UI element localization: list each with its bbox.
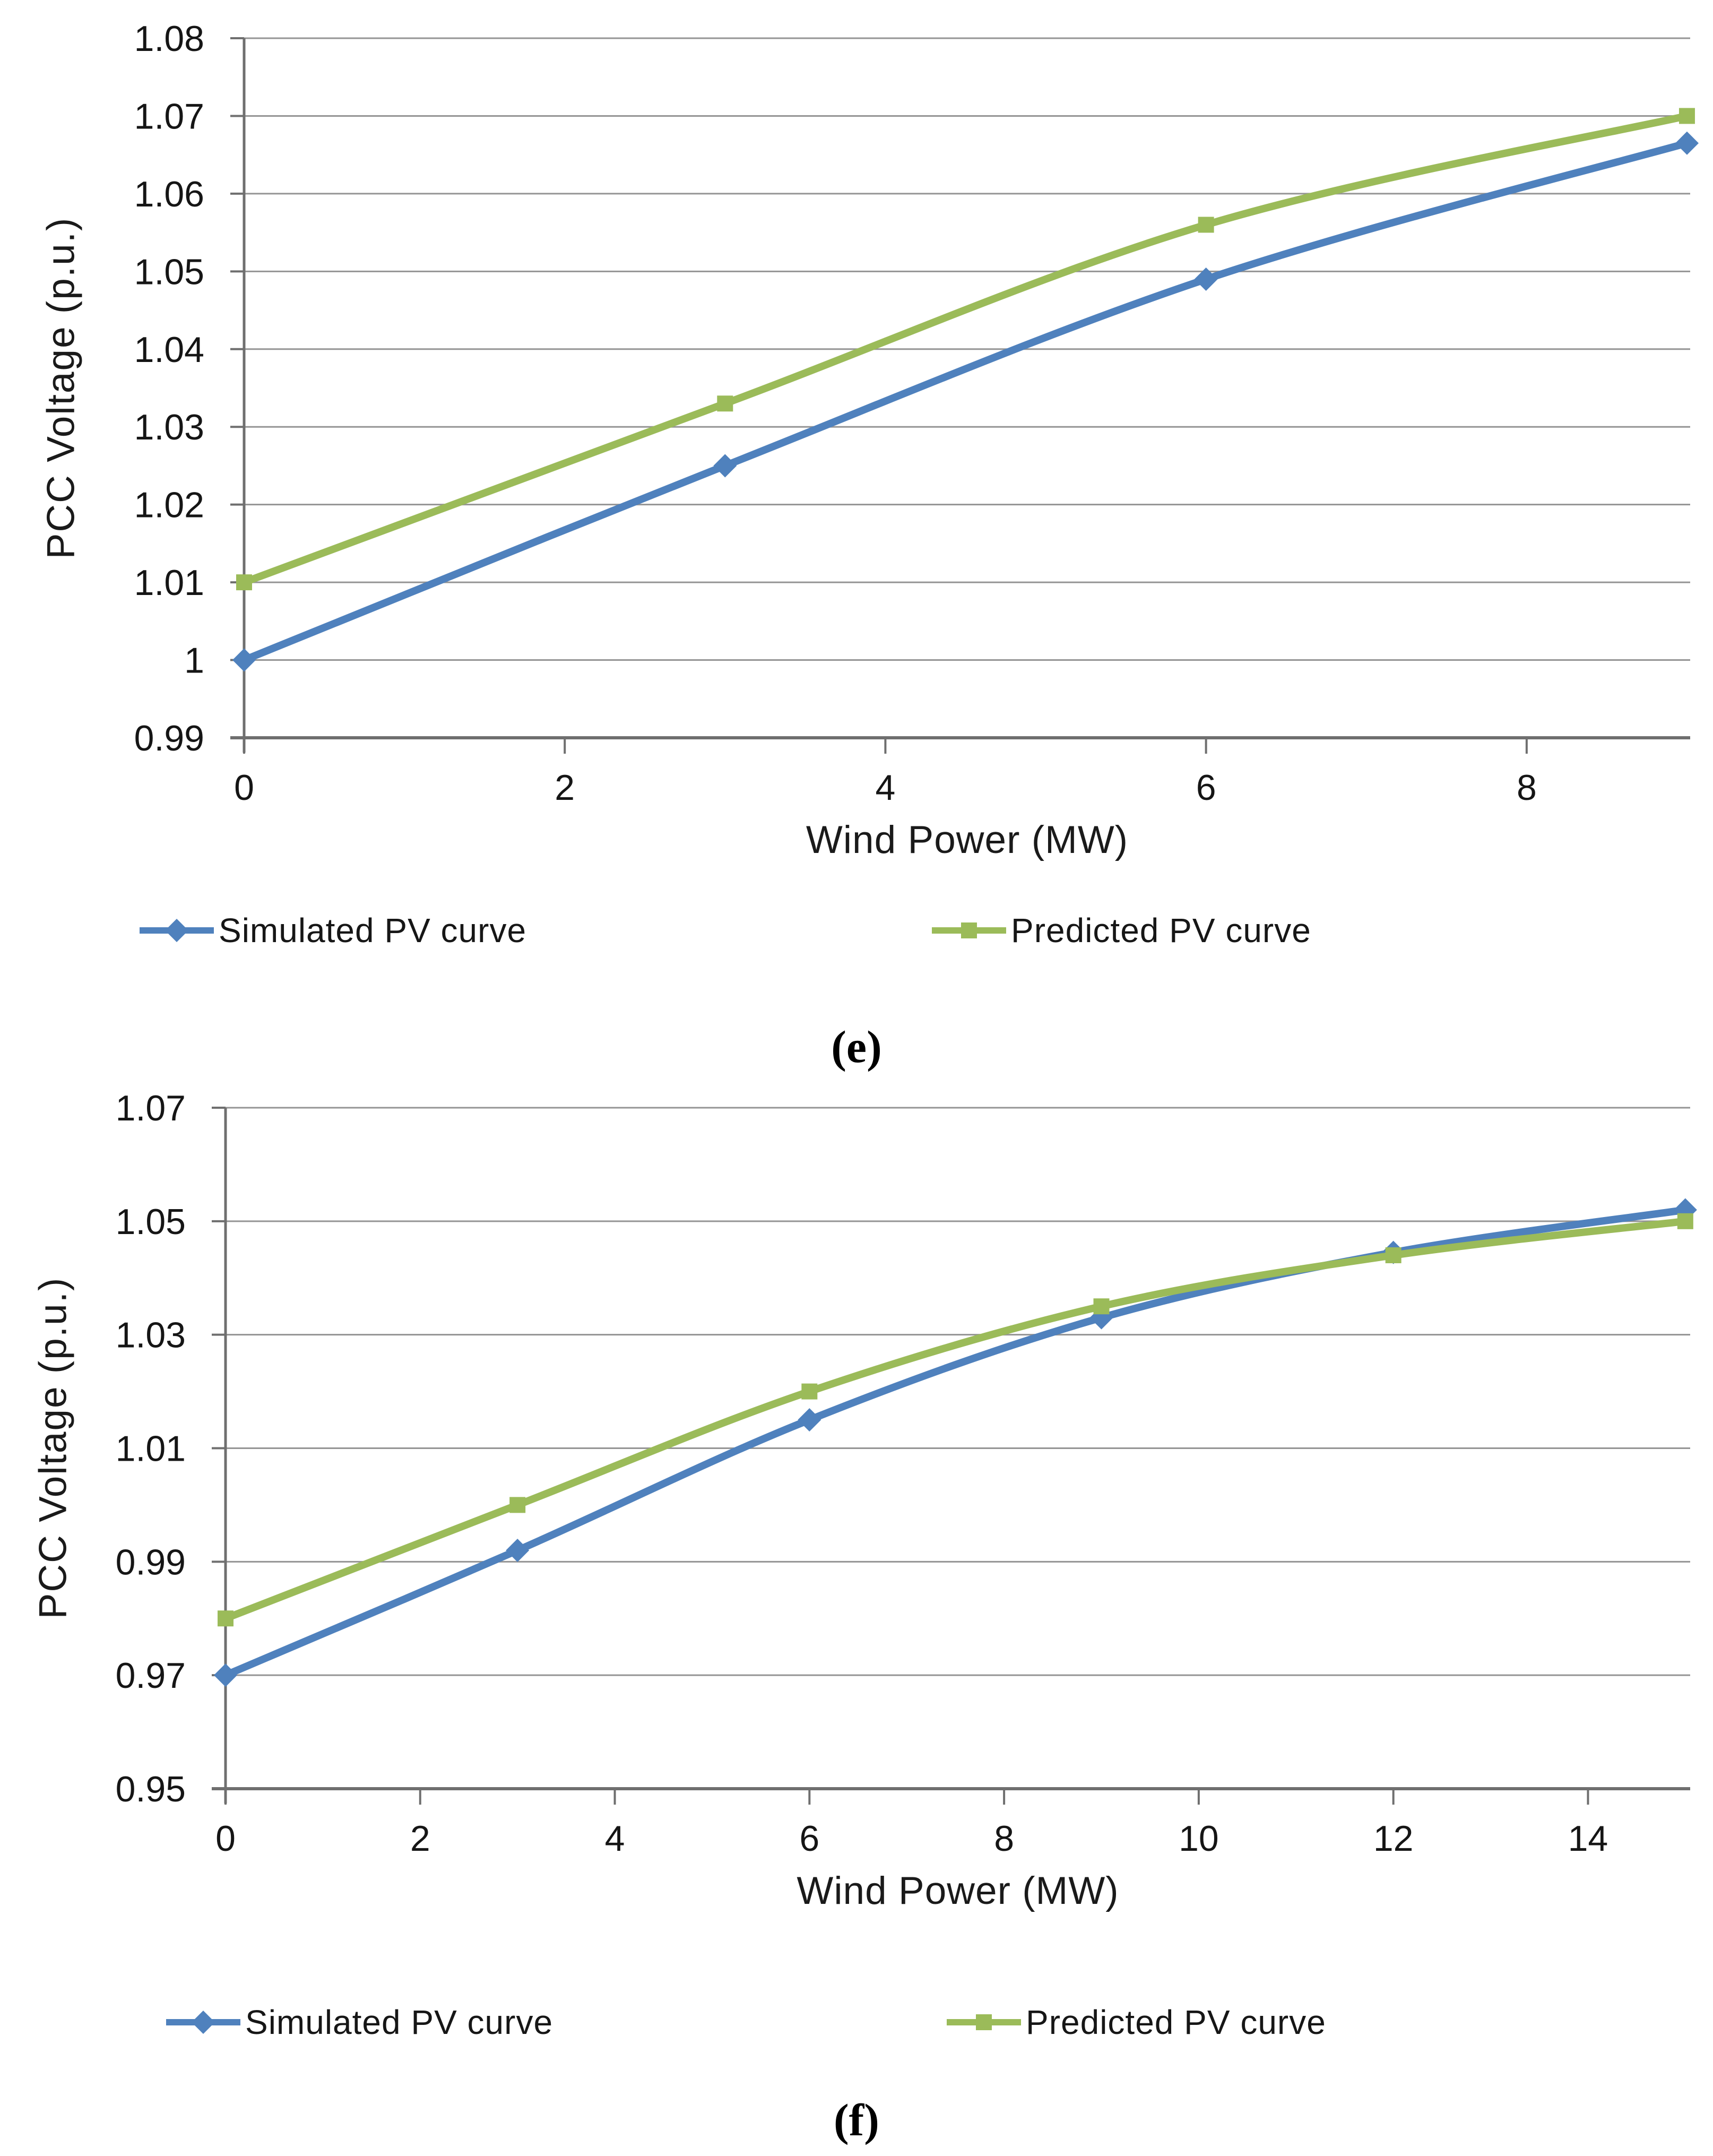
- y-tick-label: 1.05: [134, 252, 204, 292]
- legend-label-predicted: Predicted PV curve: [1026, 2003, 1326, 2041]
- y-tick-label: 1.04: [134, 330, 204, 370]
- chart-f-plot: 0.95 0.97 0.99 1.01 1.03 1.05 1.07 0 2 4 6 8 10 12 14: [116, 1088, 1697, 1859]
- legend-label-simulated: Simulated PV curve: [219, 911, 527, 950]
- simulated-data-point-marker: [232, 648, 256, 672]
- chart-f-x-axis-title: Wind Power (MW): [797, 1869, 1119, 1912]
- y-tick-label: 1: [184, 641, 204, 681]
- legend-marker-shape: [192, 2011, 215, 2034]
- chart-f-caption: (f): [834, 2094, 879, 2145]
- predicted-series-marker-icon: [932, 922, 1006, 938]
- legend-marker-shape: [165, 919, 188, 942]
- predicted-data-point-marker: [218, 1610, 233, 1627]
- x-tick-label: 4: [876, 767, 896, 808]
- chart-f-legend: Simulated PV curve Predicted PV curve: [0, 1994, 1713, 2050]
- y-tick-label: 1.03: [134, 407, 204, 447]
- simulated-data-point-marker: [1194, 267, 1218, 291]
- legend-marker-shape: [976, 2014, 992, 2030]
- y-tick-label: 1.01: [134, 563, 204, 603]
- predicted-data-point-marker: [1679, 108, 1695, 124]
- predicted-series-marker-icon: [947, 2014, 1021, 2030]
- series-line-predicted: [222, 1217, 1689, 1623]
- predicted-data-point-marker: [1198, 217, 1214, 233]
- legend-marker-shape: [961, 922, 977, 938]
- x-tick-label: 0: [215, 1818, 236, 1859]
- series-line-simulated: [222, 1206, 1689, 1679]
- y-tick-label: 0.95: [116, 1769, 186, 1809]
- series-line-predicted: [240, 112, 1691, 587]
- simulated-data-point-marker: [506, 1538, 530, 1562]
- legend-item-simulated-pv-curve: Simulated PV curve: [140, 902, 526, 959]
- x-tick-label: 14: [1568, 1818, 1608, 1859]
- legend-label-predicted: Predicted PV curve: [1011, 911, 1311, 950]
- simulated-data-point-marker: [713, 454, 737, 478]
- x-tick-label: 6: [799, 1818, 819, 1859]
- predicted-data-point-marker: [509, 1497, 526, 1513]
- legend-label-simulated: Simulated PV curve: [245, 2003, 553, 2041]
- simulated-series-marker-icon: [166, 2011, 240, 2034]
- predicted-data-point-marker: [1093, 1298, 1110, 1315]
- chart-e-x-axis-title: Wind Power (MW): [806, 818, 1129, 861]
- y-tick-label: 1.08: [134, 19, 204, 59]
- predicted-data-point-marker: [717, 395, 733, 412]
- predicted-data-point-marker: [1385, 1247, 1401, 1263]
- y-tick-label: 0.97: [116, 1655, 186, 1696]
- chart-e-caption: (e): [831, 1021, 882, 1072]
- y-tick-label: 1.07: [134, 96, 204, 136]
- chart-e-plot: 0.99 1 1.01 1.02 1.03 1.04 1.05 1.06 1.07 1.08 0 2 4…: [134, 19, 1699, 808]
- y-tick-label: 1.07: [116, 1088, 186, 1128]
- x-tick-label: 8: [1517, 767, 1537, 808]
- x-tick-label: 8: [994, 1818, 1014, 1859]
- legend-item-predicted-pv-curve: Predicted PV curve: [932, 902, 1311, 959]
- series-line-simulated: [240, 139, 1691, 664]
- chart-e-legend: Simulated PV curve Predicted PV curve: [0, 902, 1713, 959]
- simulated-data-point-marker: [1675, 131, 1699, 155]
- y-tick-label: 1.02: [134, 485, 204, 525]
- x-tick-label: 10: [1179, 1818, 1219, 1859]
- simulated-series-marker-icon: [140, 919, 214, 942]
- legend-item-predicted-pv-curve: Predicted PV curve: [947, 1994, 1326, 2050]
- y-tick-label: 1.05: [116, 1202, 186, 1242]
- legend-item-simulated-pv-curve: Simulated PV curve: [166, 1994, 553, 2050]
- x-tick-label: 0: [234, 767, 254, 808]
- y-tick-label: 1.03: [116, 1315, 186, 1356]
- simulated-data-point-marker: [798, 1408, 821, 1432]
- y-tick-label: 0.99: [134, 718, 204, 758]
- y-tick-label: 0.99: [116, 1542, 186, 1582]
- predicted-data-point-marker: [801, 1383, 818, 1400]
- x-tick-label: 6: [1196, 767, 1216, 808]
- y-tick-label: 1.01: [116, 1429, 186, 1469]
- x-tick-label: 12: [1373, 1818, 1414, 1859]
- simulated-data-point-marker: [214, 1663, 237, 1687]
- x-tick-label: 2: [410, 1818, 430, 1859]
- predicted-data-point-marker: [1677, 1213, 1693, 1229]
- y-tick-label: 1.06: [134, 174, 204, 214]
- predicted-data-point-marker: [236, 574, 252, 591]
- x-tick-label: 4: [605, 1818, 625, 1859]
- x-tick-label: 2: [555, 767, 575, 808]
